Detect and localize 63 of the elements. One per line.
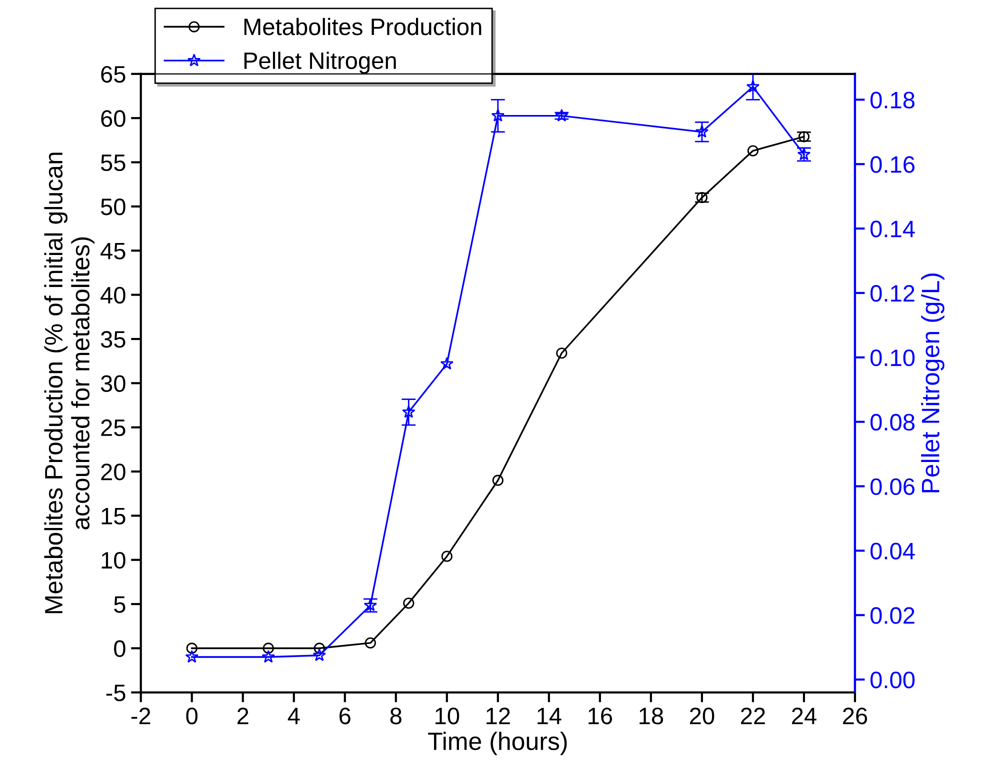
y-tick-label: 55 <box>100 154 126 172</box>
point <box>314 642 325 654</box>
x-tick-label: 14 <box>538 708 562 724</box>
point <box>440 356 454 370</box>
point <box>403 598 414 609</box>
y2-tick-label: 0.16 <box>870 156 914 173</box>
point <box>186 642 198 654</box>
y-tick-label: 60 <box>101 110 126 127</box>
x-axis-title: Time (hours) <box>428 732 567 756</box>
y-axis-title: Metabolites Production (% of initial glucan accounted for metabolites) <box>44 152 94 614</box>
point <box>747 145 759 156</box>
point <box>556 348 568 359</box>
x-tick-label: 24 <box>792 708 816 724</box>
x-tick-label: 18 <box>640 708 664 724</box>
point <box>491 108 505 122</box>
x-tick-label: 0 <box>186 708 198 724</box>
x-tick-label: 10 <box>436 708 460 724</box>
y-tick-label: 10 <box>102 552 126 569</box>
y2-tick-label: 0.18 <box>870 92 914 108</box>
y2-tick-label: 0.00 <box>870 672 915 688</box>
y2-tick-label: 0.06 <box>870 478 914 496</box>
y-tick-label: 35 <box>100 331 126 348</box>
x-tick-label: 2 <box>237 708 248 724</box>
point <box>262 642 274 654</box>
point <box>555 108 568 122</box>
y2-tick-label: 0.10 <box>870 349 915 366</box>
point <box>312 648 326 662</box>
point <box>402 405 416 418</box>
x-tick-label: 22 <box>741 708 765 724</box>
y2-tick-label: 0.08 <box>870 414 914 431</box>
x-tick-label: 20 <box>690 708 714 724</box>
x-tick-label: 6 <box>340 708 350 724</box>
x-tick-label: 8 <box>390 708 402 724</box>
x-tick-label: 26 <box>843 708 868 724</box>
x-tick-label: 4 <box>288 708 300 724</box>
point <box>746 80 760 93</box>
point <box>441 550 452 562</box>
y-tick-label: 15 <box>102 508 126 524</box>
y2-tick-label: 0.04 <box>870 542 915 560</box>
y2-tick-label: 0.02 <box>870 607 914 624</box>
y2-axis-title: Pellet Nitrogen (g/L) <box>921 274 944 492</box>
x-tick-label: -2 <box>131 708 150 724</box>
x-tick-label: 12 <box>486 708 510 724</box>
point <box>262 650 276 663</box>
y2-tick-label: 0.14 <box>870 220 915 238</box>
x-tick-label: 16 <box>588 708 612 724</box>
y-tick-label: 45 <box>100 242 126 260</box>
point <box>695 124 709 138</box>
y-tick-label: 25 <box>101 419 126 436</box>
y-tick-label: 40 <box>100 286 126 304</box>
y2-tick-label: 0.12 <box>870 285 914 302</box>
point <box>364 637 376 648</box>
point <box>492 474 504 486</box>
y-tick-label: 30 <box>100 375 126 392</box>
legend-label: Metabolites Production <box>244 18 482 36</box>
legend-label: Pellet Nitrogen <box>244 52 396 74</box>
y-tick-label: 65 <box>101 66 126 83</box>
y-tick-label: 20 <box>101 464 126 480</box>
y-tick-label: 50 <box>100 198 126 216</box>
y-tick-label: 0 <box>114 640 126 658</box>
point <box>185 650 199 663</box>
y-tick-label: 5 <box>114 596 126 613</box>
y-tick-label: -5 <box>106 684 126 702</box>
